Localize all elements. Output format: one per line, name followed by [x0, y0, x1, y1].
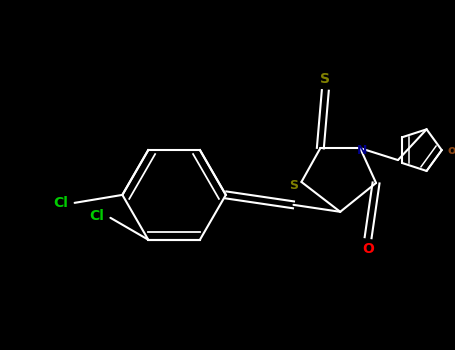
Text: Cl: Cl [53, 196, 68, 210]
Text: S: S [289, 180, 298, 193]
Text: S: S [320, 72, 330, 86]
Text: N: N [357, 144, 367, 157]
Text: O: O [362, 241, 374, 255]
Text: Cl: Cl [89, 209, 104, 223]
Text: o: o [447, 144, 455, 157]
